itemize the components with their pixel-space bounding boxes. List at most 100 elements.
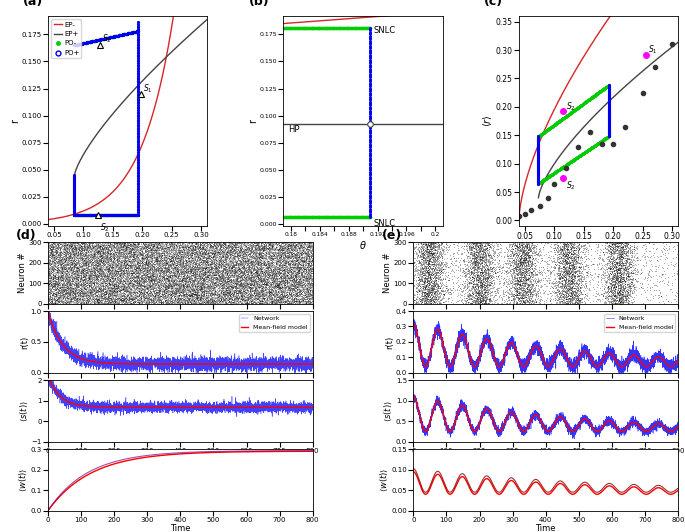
Point	[462, 246, 473, 254]
Point	[410, 283, 421, 292]
Point	[269, 283, 280, 292]
Point	[464, 244, 475, 252]
Point	[186, 260, 197, 269]
Point	[263, 278, 274, 286]
Point	[62, 240, 73, 248]
Point	[245, 297, 256, 305]
Point	[424, 269, 435, 278]
Point	[299, 287, 310, 295]
Point	[242, 279, 253, 287]
Point	[636, 243, 647, 251]
Point	[152, 282, 163, 291]
Point	[209, 283, 220, 292]
Point	[525, 261, 536, 270]
Point	[279, 260, 290, 268]
Point	[559, 267, 570, 275]
Point	[127, 290, 138, 298]
Point	[175, 254, 186, 262]
Point	[516, 262, 527, 270]
Point	[471, 253, 482, 261]
Point	[303, 287, 314, 296]
Point	[240, 241, 251, 250]
Point	[119, 286, 130, 295]
Point	[618, 253, 629, 262]
Point	[434, 264, 445, 272]
Point	[565, 251, 576, 259]
Point	[119, 300, 129, 308]
Point	[159, 271, 170, 279]
Point	[290, 250, 301, 259]
Point	[149, 265, 160, 273]
Point	[245, 248, 256, 256]
Point	[284, 265, 295, 273]
Point	[241, 267, 252, 275]
Point	[77, 272, 88, 281]
Point	[614, 294, 625, 302]
Point	[485, 269, 496, 277]
Point	[161, 260, 172, 268]
Point	[71, 285, 82, 293]
Point	[440, 281, 451, 290]
Point	[223, 264, 234, 272]
Point	[295, 280, 306, 289]
Point	[68, 251, 79, 259]
Point	[306, 290, 316, 298]
Point	[223, 296, 234, 305]
Point	[260, 282, 271, 290]
Point	[564, 287, 575, 296]
Point	[421, 263, 432, 271]
Point	[149, 296, 160, 304]
Point	[610, 263, 621, 272]
Point	[474, 238, 485, 247]
Point	[70, 292, 81, 301]
Point	[89, 248, 100, 256]
Point	[554, 269, 565, 278]
Point	[298, 273, 309, 281]
Point	[276, 281, 287, 290]
Point	[186, 291, 197, 300]
Point	[255, 281, 266, 289]
Point	[82, 298, 93, 306]
Point	[518, 247, 529, 255]
Point	[233, 273, 244, 281]
Point	[80, 270, 91, 279]
Point	[245, 248, 256, 256]
Point	[108, 277, 119, 285]
Point	[495, 277, 506, 286]
Point	[159, 254, 170, 263]
Point	[197, 265, 208, 274]
Point	[104, 239, 115, 248]
Point	[288, 246, 299, 254]
Point	[489, 269, 500, 277]
Point	[219, 273, 230, 281]
Point	[233, 287, 244, 295]
Point	[291, 251, 302, 260]
Point	[51, 259, 62, 268]
Point	[51, 248, 62, 257]
Point	[99, 285, 110, 293]
Point	[212, 238, 223, 246]
Point	[116, 280, 127, 289]
Point	[107, 250, 118, 258]
Point	[284, 263, 295, 272]
Point	[283, 278, 294, 286]
Point	[199, 257, 210, 265]
Point	[89, 298, 100, 307]
Point	[278, 281, 289, 289]
Point	[221, 250, 232, 258]
Point	[420, 254, 431, 263]
Point	[256, 286, 267, 295]
Point	[218, 288, 229, 297]
Point	[505, 292, 516, 300]
Point	[119, 242, 130, 251]
Point	[671, 267, 682, 276]
Point	[508, 256, 519, 264]
Point	[182, 258, 192, 267]
Point	[227, 257, 238, 265]
Point	[414, 297, 425, 306]
Point	[212, 269, 223, 277]
Point	[52, 282, 63, 291]
Point	[75, 269, 86, 278]
Point	[603, 288, 614, 296]
Point	[182, 266, 193, 275]
